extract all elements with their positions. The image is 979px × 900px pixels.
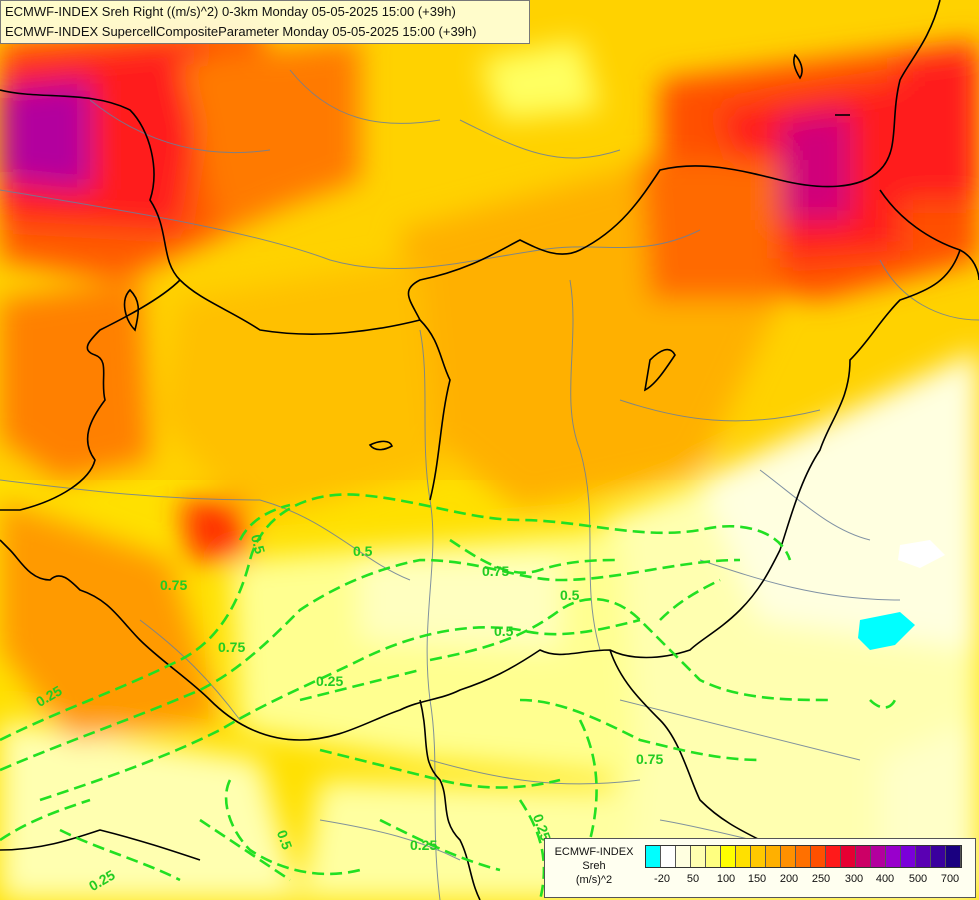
contour-label: 0.5 xyxy=(274,828,296,852)
legend-tick: 100 xyxy=(716,873,736,885)
legend-swatch xyxy=(766,846,781,867)
legend-swatch xyxy=(901,846,916,867)
legend-swatch xyxy=(856,846,871,867)
color-legend: ECMWF-INDEX Sreh (m/s)^2 -20 50 100 150 200 2… xyxy=(544,838,976,898)
map-title-box: ECMWF-INDEX Sreh Right ((m/s)^2) 0-3km M… xyxy=(0,0,530,44)
legend-swatch xyxy=(751,846,766,867)
legend-swatch xyxy=(826,846,841,867)
contour-label: 0.25 xyxy=(316,673,343,689)
legend-tick: 250 xyxy=(811,873,831,885)
contour-label: 0.75 xyxy=(482,563,509,579)
legend-source: ECMWF-INDEX xyxy=(554,846,634,858)
legend-swatch xyxy=(841,846,856,867)
legend-color-bar xyxy=(645,845,962,868)
legend-variable: Sreh xyxy=(582,860,606,872)
legend-swatch xyxy=(721,846,736,867)
legend-tick: 150 xyxy=(747,873,767,885)
contour-labels: 0.5 0.75 0.5 0.75 0.25 0.75 0.5 0.25 0.7… xyxy=(33,533,663,894)
legend-swatch xyxy=(886,846,901,867)
legend-tick: 400 xyxy=(875,873,895,885)
legend-swatch xyxy=(796,846,811,867)
legend-label: ECMWF-INDEX Sreh (m/s)^2 xyxy=(549,845,639,887)
map-title-line-1: ECMWF-INDEX Sreh Right ((m/s)^2) 0-3km M… xyxy=(5,4,456,19)
legend-swatch xyxy=(736,846,751,867)
legend-tick: 200 xyxy=(779,873,799,885)
legend-swatch xyxy=(676,846,691,867)
legend-tick: 300 xyxy=(844,873,864,885)
legend-swatch xyxy=(706,846,721,867)
legend-tick: 500 xyxy=(908,873,928,885)
legend-swatch xyxy=(661,846,676,867)
legend-swatch xyxy=(811,846,826,867)
legend-tick: -20 xyxy=(654,873,670,885)
contour-label: 0.5 xyxy=(353,543,373,559)
legend-swatch xyxy=(781,846,796,867)
contour-label: 0.75 xyxy=(636,751,663,767)
legend-swatch xyxy=(931,846,946,867)
scp-contours xyxy=(0,493,897,900)
contour-label: 0.5 xyxy=(494,623,514,639)
contour-label: 0.25 xyxy=(410,837,437,853)
contour-label: 0.5 xyxy=(560,587,580,603)
legend-swatch xyxy=(946,846,961,867)
legend-swatch xyxy=(646,846,661,867)
contour-label: 0.5 xyxy=(248,533,269,556)
legend-swatch xyxy=(691,846,706,867)
legend-tick: 700 xyxy=(940,873,960,885)
contour-label: 0.75 xyxy=(160,577,187,593)
legend-tick: 50 xyxy=(686,873,700,885)
legend-unit: (m/s)^2 xyxy=(575,874,613,886)
legend-swatch xyxy=(916,846,931,867)
map-title-line-2: ECMWF-INDEX SupercellCompositeParameter … xyxy=(5,24,477,39)
legend-swatch xyxy=(871,846,886,867)
contour-label: 0.75 xyxy=(218,639,245,655)
